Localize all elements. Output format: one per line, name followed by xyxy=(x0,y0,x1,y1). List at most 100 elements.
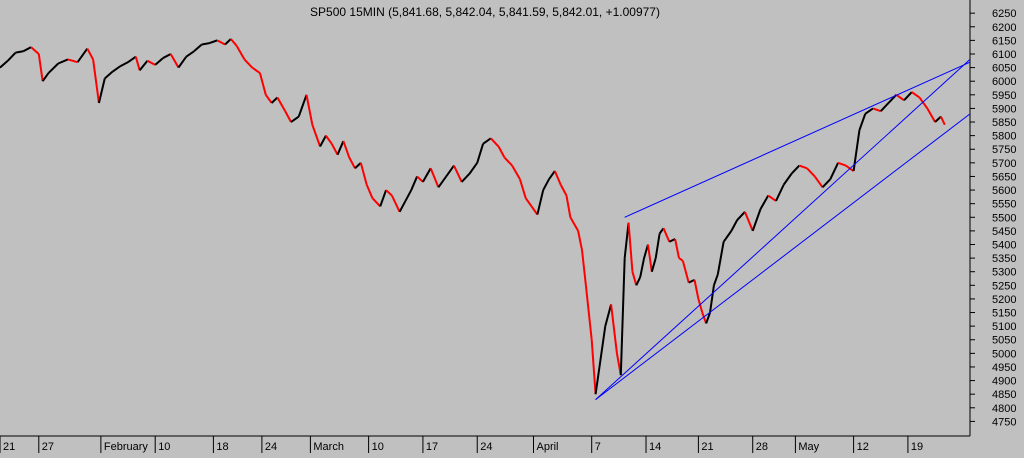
price-segment xyxy=(22,46,32,53)
price-segment xyxy=(681,260,690,283)
price-segment xyxy=(235,45,246,60)
price-segment xyxy=(264,94,273,104)
price-segment xyxy=(276,97,287,112)
y-tick-label: 4950 xyxy=(992,362,1016,374)
price-segment xyxy=(716,241,725,275)
y-tick-label: 5200 xyxy=(992,294,1016,306)
price-segment xyxy=(371,197,381,208)
price-segment xyxy=(398,200,407,213)
price-segment xyxy=(216,39,226,46)
y-tick-label: 5850 xyxy=(992,117,1016,129)
y-tick-label: 5350 xyxy=(992,253,1016,265)
price-segment xyxy=(709,285,715,313)
price-segment xyxy=(880,102,890,112)
price-segment xyxy=(429,167,440,188)
price-segment xyxy=(385,189,393,197)
price-segment xyxy=(365,184,374,199)
trendline xyxy=(595,59,971,400)
price-segment xyxy=(553,170,562,186)
price-segment xyxy=(635,276,642,286)
x-tick-label: 14 xyxy=(649,441,661,453)
price-segment xyxy=(668,238,676,243)
price-segment xyxy=(594,366,601,395)
price-segment xyxy=(722,230,733,243)
price-segment xyxy=(903,91,913,101)
y-tick-label: 5650 xyxy=(992,171,1016,183)
price-segment xyxy=(342,140,351,158)
price-segment xyxy=(926,107,936,123)
x-tick-label: 18 xyxy=(216,441,228,453)
price-segment xyxy=(751,208,762,232)
x-tick-label: February xyxy=(104,441,149,453)
price-segment xyxy=(404,189,413,202)
price-segment xyxy=(858,113,867,131)
y-tick-label: 5700 xyxy=(992,158,1016,170)
x-tick-label: 21 xyxy=(3,441,15,453)
price-segment xyxy=(730,219,739,232)
price-segment xyxy=(518,178,527,199)
price-segment xyxy=(482,137,492,145)
price-segment xyxy=(705,312,711,324)
x-tick-label: 17 xyxy=(426,441,438,453)
price-segment xyxy=(569,216,579,232)
y-tick-label: 6050 xyxy=(992,63,1016,75)
y-tick-label: 6100 xyxy=(992,49,1016,61)
price-segment xyxy=(41,72,50,82)
price-segment xyxy=(138,60,149,71)
price-segment xyxy=(598,325,607,368)
price-segment xyxy=(806,167,816,178)
y-tick-label: 4900 xyxy=(992,376,1016,388)
price-segment xyxy=(872,107,882,113)
price-segment xyxy=(47,62,59,74)
price-segment xyxy=(559,184,568,196)
price-segment xyxy=(701,312,708,324)
price-segment xyxy=(693,279,700,300)
price-segment xyxy=(0,60,9,69)
price-segment xyxy=(476,143,485,164)
price-segment xyxy=(127,55,137,63)
price-segment xyxy=(243,58,253,69)
price-segment xyxy=(437,175,448,188)
x-tick-label: 10 xyxy=(372,441,384,453)
price-segment xyxy=(336,140,345,156)
y-tick-label: 6250 xyxy=(992,8,1016,20)
price-segment xyxy=(712,274,719,286)
price-segment xyxy=(460,173,471,183)
x-tick-label: 19 xyxy=(911,441,923,453)
y-tick-label: 5250 xyxy=(992,280,1016,292)
y-tick-label: 5600 xyxy=(992,185,1016,197)
price-segment xyxy=(270,96,279,104)
price-segment xyxy=(511,165,521,180)
price-segment xyxy=(782,173,793,186)
price-segment xyxy=(319,135,327,147)
x-tick-label: 27 xyxy=(42,441,54,453)
price-segment xyxy=(821,178,832,189)
trendline xyxy=(595,113,971,401)
price-segment xyxy=(30,46,40,55)
price-segment xyxy=(631,271,638,286)
price-segment xyxy=(798,164,808,170)
price-segment xyxy=(325,135,333,145)
price-segment xyxy=(305,94,314,125)
price-segment xyxy=(146,59,156,66)
y-tick-label: 5950 xyxy=(992,90,1016,102)
price-segment xyxy=(934,115,942,123)
x-tick-label: 12 xyxy=(857,441,869,453)
x-tick-label: May xyxy=(798,441,819,453)
price-segment xyxy=(619,258,626,376)
price-segment xyxy=(536,189,545,215)
y-tick-label: 6000 xyxy=(992,76,1016,88)
price-segment xyxy=(224,38,232,46)
price-segment xyxy=(177,56,188,69)
y-tick-label: 5750 xyxy=(992,144,1016,156)
price-segment xyxy=(134,56,141,71)
price-segment xyxy=(422,167,432,183)
price-segment xyxy=(918,96,929,109)
price-segment xyxy=(662,227,671,243)
price-segment xyxy=(627,222,634,272)
y-tick-label: 5100 xyxy=(992,321,1016,333)
x-tick-label: March xyxy=(313,441,344,453)
y-tick-label: 5550 xyxy=(992,199,1016,211)
